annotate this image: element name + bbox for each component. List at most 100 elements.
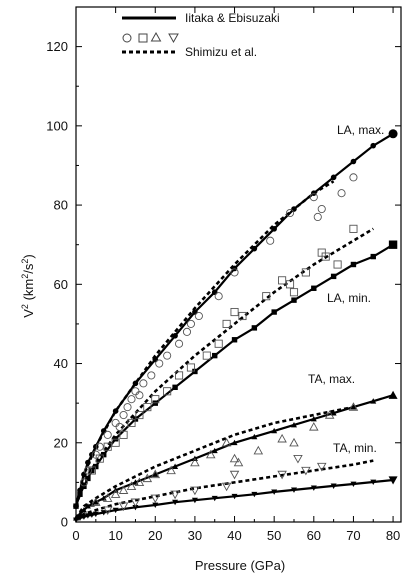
exp-point-square	[163, 387, 172, 396]
series-line-dashed-3	[74, 227, 374, 507]
series-point-circle	[388, 129, 398, 139]
x-tick-label: 50	[267, 528, 281, 543]
exp-point-circle	[139, 379, 148, 388]
exp-point-circle	[349, 173, 358, 182]
series-point-triangle-up	[330, 410, 337, 416]
exp-point-circle	[186, 319, 195, 328]
exp-point-square	[321, 252, 330, 261]
experimental-points-layer	[79, 173, 359, 516]
exp-point-square	[143, 403, 152, 412]
series-point-circle	[370, 142, 377, 149]
axes-layer: 0 10 20 30 40 50 60 70 80 0 20 40 60 80 100 120	[46, 6, 402, 543]
series-point-square	[212, 352, 218, 359]
y-axis-title-sup1: 2	[20, 304, 30, 309]
exp-point-square	[301, 268, 310, 277]
exp-point-square	[87, 466, 96, 475]
exp-point-square	[186, 363, 195, 372]
series-point-triangle-down	[132, 504, 139, 511]
exp-point-circle	[163, 351, 172, 360]
series-point-triangle-up	[251, 433, 258, 440]
series-point-triangle-up	[271, 427, 278, 434]
exp-point-circle	[337, 189, 346, 198]
y-axis-title-sup2: 2	[20, 274, 30, 279]
annotation-la-min: LA, min.	[327, 291, 371, 305]
series-point-triangle-up	[310, 416, 317, 422]
x-tick-label: 10	[108, 528, 122, 543]
exp-point-square	[333, 260, 342, 269]
series-point-circle	[350, 158, 357, 165]
exp-point-triangle-up	[110, 489, 121, 498]
exp-point-triangle-down	[170, 490, 180, 500]
exp-point-circle	[266, 236, 275, 245]
series-point-triangle-up	[290, 421, 297, 428]
series-point-triangle-down	[251, 491, 258, 498]
exp-point-square	[174, 371, 184, 380]
series-point-square	[172, 384, 178, 391]
exp-point-triangle-up	[229, 453, 240, 463]
exp-point-circle	[79, 478, 88, 487]
axis-titles: Pressure (GPa) V2 (km2/s2)	[20, 254, 285, 573]
exp-point-triangle-down	[102, 506, 113, 516]
series-point-square	[251, 325, 258, 331]
exp-point-triangle-down	[150, 494, 161, 504]
exp-point-triangle-up	[126, 481, 137, 490]
exp-point-triangle-up	[221, 437, 232, 447]
exp-point-triangle-down	[190, 486, 200, 496]
series-line-solid-6	[75, 478, 394, 521]
exp-point-circle	[115, 422, 124, 431]
series-point-triangle-down	[290, 487, 297, 493]
series-point-square	[85, 475, 91, 482]
exp-point-square	[127, 418, 136, 428]
exp-point-triangle-down	[316, 462, 327, 472]
exp-point-triangle-up	[118, 485, 129, 494]
series-point-triangle-down	[370, 479, 377, 485]
exp-point-square	[202, 351, 211, 360]
exp-point-square	[285, 280, 295, 289]
exp-point-circle	[194, 311, 203, 321]
series-point-triangle-up	[370, 398, 377, 404]
exp-point-triangle-up	[142, 473, 153, 483]
series-point-triangle-down	[271, 489, 278, 495]
series-point-square	[291, 297, 297, 303]
exp-point-square	[103, 442, 112, 451]
series-point-triangle-down	[172, 499, 179, 506]
series-point-square	[330, 273, 337, 280]
x-tick-label: 80	[386, 528, 400, 543]
annotation-ta-min: TA, min.	[333, 441, 377, 455]
exp-point-square	[214, 339, 223, 348]
series-point-square	[370, 253, 376, 260]
exp-point-square	[222, 319, 231, 328]
exp-point-triangle-down	[293, 454, 303, 464]
exp-point-triangle-down	[118, 502, 129, 512]
x-axis-title: Pressure (GPa)	[195, 558, 285, 573]
annotations-layer: LA, max. LA, min. TA, max. TA, min.	[308, 123, 384, 455]
y-axis-title-unit2: /s	[21, 263, 36, 274]
exp-point-square	[230, 307, 239, 317]
exp-point-triangle-down	[229, 470, 240, 480]
exp-point-circle	[131, 387, 140, 396]
series-point-triangle-up	[92, 499, 99, 505]
exp-point-triangle-up	[166, 465, 176, 475]
series-point-square	[388, 240, 398, 249]
series-point-square	[77, 491, 83, 497]
legend-square-marker	[138, 33, 148, 43]
exp-point-square	[135, 410, 144, 420]
y-axis-title: V2 (km2/s2)	[20, 254, 36, 317]
series-point-triangle-down	[100, 510, 107, 516]
exp-point-triangle-down	[130, 498, 141, 508]
series-line-dashed-1	[74, 180, 335, 507]
y-tick-label: 20	[54, 435, 68, 450]
exp-point-triangle-up	[348, 402, 359, 411]
y-axis-title-close: )	[21, 254, 36, 258]
series-point-triangle-down	[310, 485, 317, 491]
legend-triangle-down-marker	[168, 33, 179, 44]
exp-point-square	[95, 454, 104, 463]
y-axis-title-unit: (km	[21, 279, 36, 304]
series-point-square	[231, 337, 238, 343]
exp-point-circle	[182, 327, 192, 336]
series-point-triangle-down	[112, 507, 119, 514]
exp-point-square	[111, 438, 120, 447]
series-point-triangle-down	[88, 512, 95, 518]
exp-point-circle	[95, 442, 104, 451]
